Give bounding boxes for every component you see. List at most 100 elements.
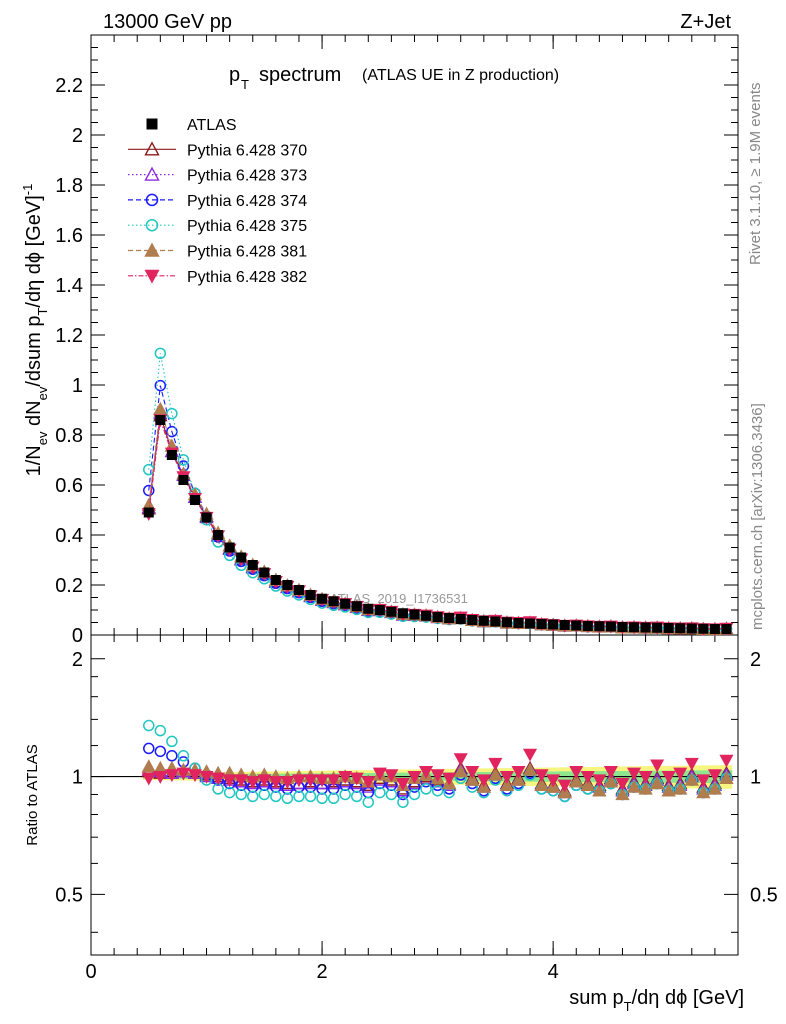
y-tick-label: 0.6	[55, 475, 83, 497]
ratio-point	[385, 788, 398, 801]
ratio-point	[154, 745, 167, 758]
ratio-point	[362, 796, 375, 808]
ratio-point	[431, 784, 444, 797]
atlas-data-point	[582, 621, 593, 631]
ratio-point	[222, 774, 237, 788]
x-axis-label: sum pT/dη dϕ [GeV]	[569, 987, 744, 1014]
atlas-data-point	[374, 605, 385, 615]
ratio-point	[638, 770, 653, 784]
axis-ticks: 0 2 400.20.40.60.811.21.41.61.822.20.5 0.51…	[55, 34, 778, 983]
atlas-data-point	[525, 618, 536, 629]
ratio-point	[557, 779, 572, 793]
legend-label: ATLAS	[187, 117, 237, 134]
y-tick-label: 1	[72, 375, 83, 397]
ratio-point	[499, 777, 515, 791]
ratio-point	[546, 774, 561, 788]
ratio-point	[187, 769, 202, 783]
atlas-data-point	[571, 620, 582, 631]
ratio-point	[488, 767, 503, 781]
x-tick-label: 2	[317, 961, 328, 983]
ylabel-part-2: dN	[23, 400, 45, 431]
atlas-data-point	[351, 601, 362, 612]
legend-marker	[144, 141, 160, 156]
y-tick-label: 2.2	[55, 75, 83, 97]
ratio-point	[291, 774, 306, 788]
atlas-data-point	[721, 624, 732, 634]
ratio-point	[638, 781, 653, 795]
ratio-point	[534, 777, 549, 791]
atlas-data-point	[293, 585, 304, 595]
atlas-data-point	[305, 590, 316, 600]
ratio-point	[270, 790, 282, 803]
data-point	[154, 379, 167, 392]
ylabel-part-5: T	[35, 308, 50, 316]
ratio-point	[326, 774, 341, 788]
ratio-point	[707, 769, 722, 783]
legend-entry: ATLAS	[146, 117, 237, 134]
xlabel-part-0: sum p	[569, 987, 623, 1009]
mcplots-credit: mcplots.cern.ch [arXiv:1306.3436]	[749, 403, 766, 630]
ratio-point	[420, 783, 432, 795]
main-series-layer	[141, 347, 734, 637]
atlas-data-point	[409, 609, 420, 620]
ratio-point	[338, 770, 353, 784]
ratio-point	[397, 796, 409, 808]
ylabel-part-7: -1	[20, 184, 35, 196]
y-tick-label: 2	[72, 125, 83, 147]
legend-marker	[145, 218, 159, 232]
data-point	[166, 407, 178, 420]
ratio-point	[281, 792, 294, 805]
ratio-tick-label-left: 0.5	[55, 884, 83, 906]
header-right: Z+Jet	[680, 11, 731, 33]
ratio-y-axis-label: Ratio to ATLAS	[24, 744, 41, 845]
atlas-data-point	[709, 624, 720, 634]
ratio-point	[361, 776, 376, 789]
ratio-point	[407, 770, 422, 784]
ratio-point	[293, 790, 305, 803]
title-main: p	[229, 64, 240, 86]
ratio-point	[166, 750, 178, 762]
y-tick-label: 1.2	[55, 325, 83, 347]
ratio-tick-label-left: 2	[72, 649, 83, 671]
ratio-point	[465, 772, 480, 786]
atlas-data-point	[640, 622, 651, 633]
plot-title: p T spectrum (ATLAS UE in Z production)	[229, 64, 559, 92]
rivet-version: Rivet 3.1.10, ≥ 1.9M events	[747, 83, 764, 266]
ratio-point	[626, 779, 642, 793]
y-tick-label: 1.4	[55, 275, 83, 297]
y-tick-label: 0.4	[55, 525, 83, 547]
ratio-point	[372, 767, 387, 781]
header-left: 13000 GeV pp	[103, 11, 232, 33]
ratio-point	[257, 774, 272, 788]
ratio-point	[592, 783, 607, 797]
legend-label: Pythia 6.428 375	[187, 218, 307, 235]
legend-marker	[144, 166, 160, 181]
atlas-data-point	[629, 622, 640, 633]
atlas-data-point	[513, 618, 524, 628]
ratio-point	[176, 767, 191, 781]
atlas-data-point	[605, 621, 616, 632]
legend-entry: Pythia 6.428 373	[128, 166, 307, 185]
atlas-data-point	[490, 616, 501, 627]
ratio-point	[141, 772, 156, 786]
ratio-point	[603, 765, 618, 779]
ratio-point	[199, 770, 214, 784]
ratio-point	[696, 774, 711, 788]
atlas-data-point	[236, 552, 247, 563]
atlas-data-point	[259, 567, 270, 578]
ratio-point	[349, 772, 364, 786]
ylabel-part-6: /dη dϕ [GeV]	[23, 195, 45, 307]
atlas-data-point	[432, 612, 443, 622]
atlas-data-point	[328, 596, 339, 607]
atlas-data-point	[444, 613, 455, 623]
y-tick-label: 0.8	[55, 425, 83, 447]
ratio-tick-label-right: 1	[750, 767, 761, 789]
ratio-point	[707, 781, 723, 795]
atlas-data-point	[270, 575, 281, 585]
atlas-data-point	[559, 620, 570, 630]
ratio-point	[511, 772, 526, 786]
ratio-point	[684, 757, 699, 771]
ratio-point	[143, 719, 155, 732]
x-tick-label: 0	[85, 961, 96, 983]
data-point	[154, 347, 167, 360]
